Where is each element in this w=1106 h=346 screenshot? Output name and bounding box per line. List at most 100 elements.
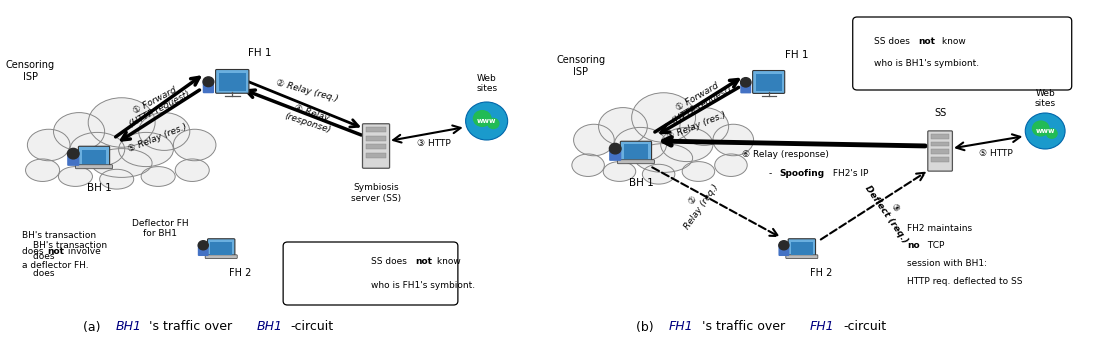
FancyBboxPatch shape — [609, 148, 622, 161]
FancyBboxPatch shape — [366, 127, 386, 132]
Circle shape — [466, 102, 508, 140]
Text: involve: involve — [65, 246, 101, 255]
Text: FH1: FH1 — [810, 320, 835, 334]
FancyBboxPatch shape — [779, 244, 790, 256]
Ellipse shape — [714, 154, 748, 176]
Text: not: not — [46, 246, 64, 255]
Ellipse shape — [682, 162, 714, 181]
Ellipse shape — [574, 124, 614, 156]
FancyBboxPatch shape — [210, 242, 232, 255]
Text: -: - — [769, 169, 775, 178]
FancyBboxPatch shape — [755, 74, 782, 91]
Text: www: www — [1035, 128, 1055, 134]
Text: 's traffic over: 's traffic over — [702, 320, 790, 334]
Circle shape — [779, 241, 789, 250]
Text: Deflector FH
for BH1: Deflector FH for BH1 — [132, 219, 189, 238]
FancyBboxPatch shape — [79, 146, 109, 167]
FancyBboxPatch shape — [620, 141, 651, 162]
FancyBboxPatch shape — [931, 157, 949, 162]
Text: ③
Deflect (req.): ③ Deflect (req.) — [863, 177, 918, 245]
Text: 's traffic over: 's traffic over — [149, 320, 237, 334]
Text: know: know — [434, 256, 461, 265]
Text: Symbiosis
server (SS): Symbiosis server (SS) — [351, 183, 401, 203]
Ellipse shape — [25, 159, 60, 181]
Text: ⑤ HTTP: ⑤ HTTP — [979, 149, 1012, 158]
Text: Web
sites: Web sites — [1034, 89, 1056, 109]
FancyBboxPatch shape — [740, 81, 751, 93]
Text: who is FH1's symbiont.: who is FH1's symbiont. — [371, 282, 474, 291]
Text: a deflector FH.: a deflector FH. — [22, 262, 88, 271]
FancyBboxPatch shape — [283, 242, 458, 305]
Text: SS does: SS does — [874, 36, 912, 46]
Circle shape — [609, 143, 622, 154]
Text: Censoring
ISP: Censoring ISP — [556, 55, 605, 77]
Ellipse shape — [88, 98, 155, 147]
FancyBboxPatch shape — [624, 145, 648, 160]
Text: know: know — [939, 36, 966, 46]
FancyBboxPatch shape — [366, 136, 386, 141]
Text: not: not — [415, 256, 431, 265]
Text: (b): (b) — [636, 320, 661, 334]
Circle shape — [1046, 128, 1057, 139]
Text: Spoofing: Spoofing — [780, 169, 825, 178]
Circle shape — [1025, 113, 1065, 149]
Text: BH's transaction: BH's transaction — [22, 231, 96, 240]
FancyBboxPatch shape — [75, 165, 113, 169]
Ellipse shape — [603, 162, 636, 181]
Ellipse shape — [91, 148, 153, 177]
Text: ① Forward
(HTTP request): ① Forward (HTTP request) — [123, 81, 192, 129]
Ellipse shape — [660, 127, 713, 162]
Text: ⑦ Relay (res.): ⑦ Relay (res.) — [666, 110, 728, 142]
Ellipse shape — [713, 124, 753, 156]
Text: does: does — [33, 269, 58, 278]
Circle shape — [472, 110, 492, 127]
Ellipse shape — [53, 112, 105, 151]
Ellipse shape — [138, 112, 190, 151]
Text: ① Forward
(HTTP request): ① Forward (HTTP request) — [666, 76, 733, 126]
FancyBboxPatch shape — [931, 142, 949, 146]
Circle shape — [67, 148, 80, 159]
Ellipse shape — [28, 129, 70, 161]
Text: session with BH1:: session with BH1: — [907, 259, 987, 268]
FancyBboxPatch shape — [786, 255, 817, 258]
FancyBboxPatch shape — [366, 153, 386, 158]
Circle shape — [487, 118, 500, 129]
FancyBboxPatch shape — [202, 81, 215, 93]
FancyBboxPatch shape — [853, 17, 1072, 90]
Text: -circuit: -circuit — [290, 320, 333, 334]
FancyBboxPatch shape — [219, 73, 246, 91]
Text: FH2's IP: FH2's IP — [830, 169, 868, 178]
Circle shape — [198, 241, 208, 250]
Ellipse shape — [174, 129, 216, 161]
Text: BH's transaction
does: BH's transaction does — [33, 241, 107, 261]
Text: SS: SS — [933, 109, 947, 118]
Text: Censoring
ISP: Censoring ISP — [6, 60, 55, 82]
FancyBboxPatch shape — [198, 244, 209, 256]
Text: ⑥ Relay (response): ⑥ Relay (response) — [742, 151, 828, 160]
FancyBboxPatch shape — [366, 144, 386, 149]
Ellipse shape — [632, 93, 696, 142]
Text: -circuit: -circuit — [844, 320, 886, 334]
Circle shape — [204, 77, 213, 86]
Ellipse shape — [572, 154, 604, 176]
Ellipse shape — [643, 164, 675, 184]
Text: www: www — [477, 118, 497, 124]
Text: FH1: FH1 — [669, 320, 693, 334]
FancyBboxPatch shape — [928, 131, 952, 171]
Ellipse shape — [614, 127, 667, 162]
Ellipse shape — [635, 144, 692, 172]
Text: ⑤ Relay (res.): ⑤ Relay (res.) — [127, 122, 188, 154]
Text: ③ HTTP: ③ HTTP — [417, 139, 451, 148]
Text: FH 1: FH 1 — [784, 50, 808, 60]
FancyBboxPatch shape — [791, 242, 813, 255]
Text: ② Relay (req.): ② Relay (req.) — [275, 79, 338, 103]
Ellipse shape — [70, 133, 125, 167]
Text: FH 2: FH 2 — [229, 268, 252, 279]
Ellipse shape — [100, 169, 134, 189]
Text: Web
sites: Web sites — [476, 74, 498, 93]
Text: FH2 maintains: FH2 maintains — [907, 224, 974, 233]
Text: ④ Relay
(response): ④ Relay (response) — [284, 102, 335, 135]
Ellipse shape — [598, 108, 647, 145]
Text: ②
Relay (req.): ② Relay (req.) — [674, 176, 720, 231]
Ellipse shape — [680, 108, 729, 145]
